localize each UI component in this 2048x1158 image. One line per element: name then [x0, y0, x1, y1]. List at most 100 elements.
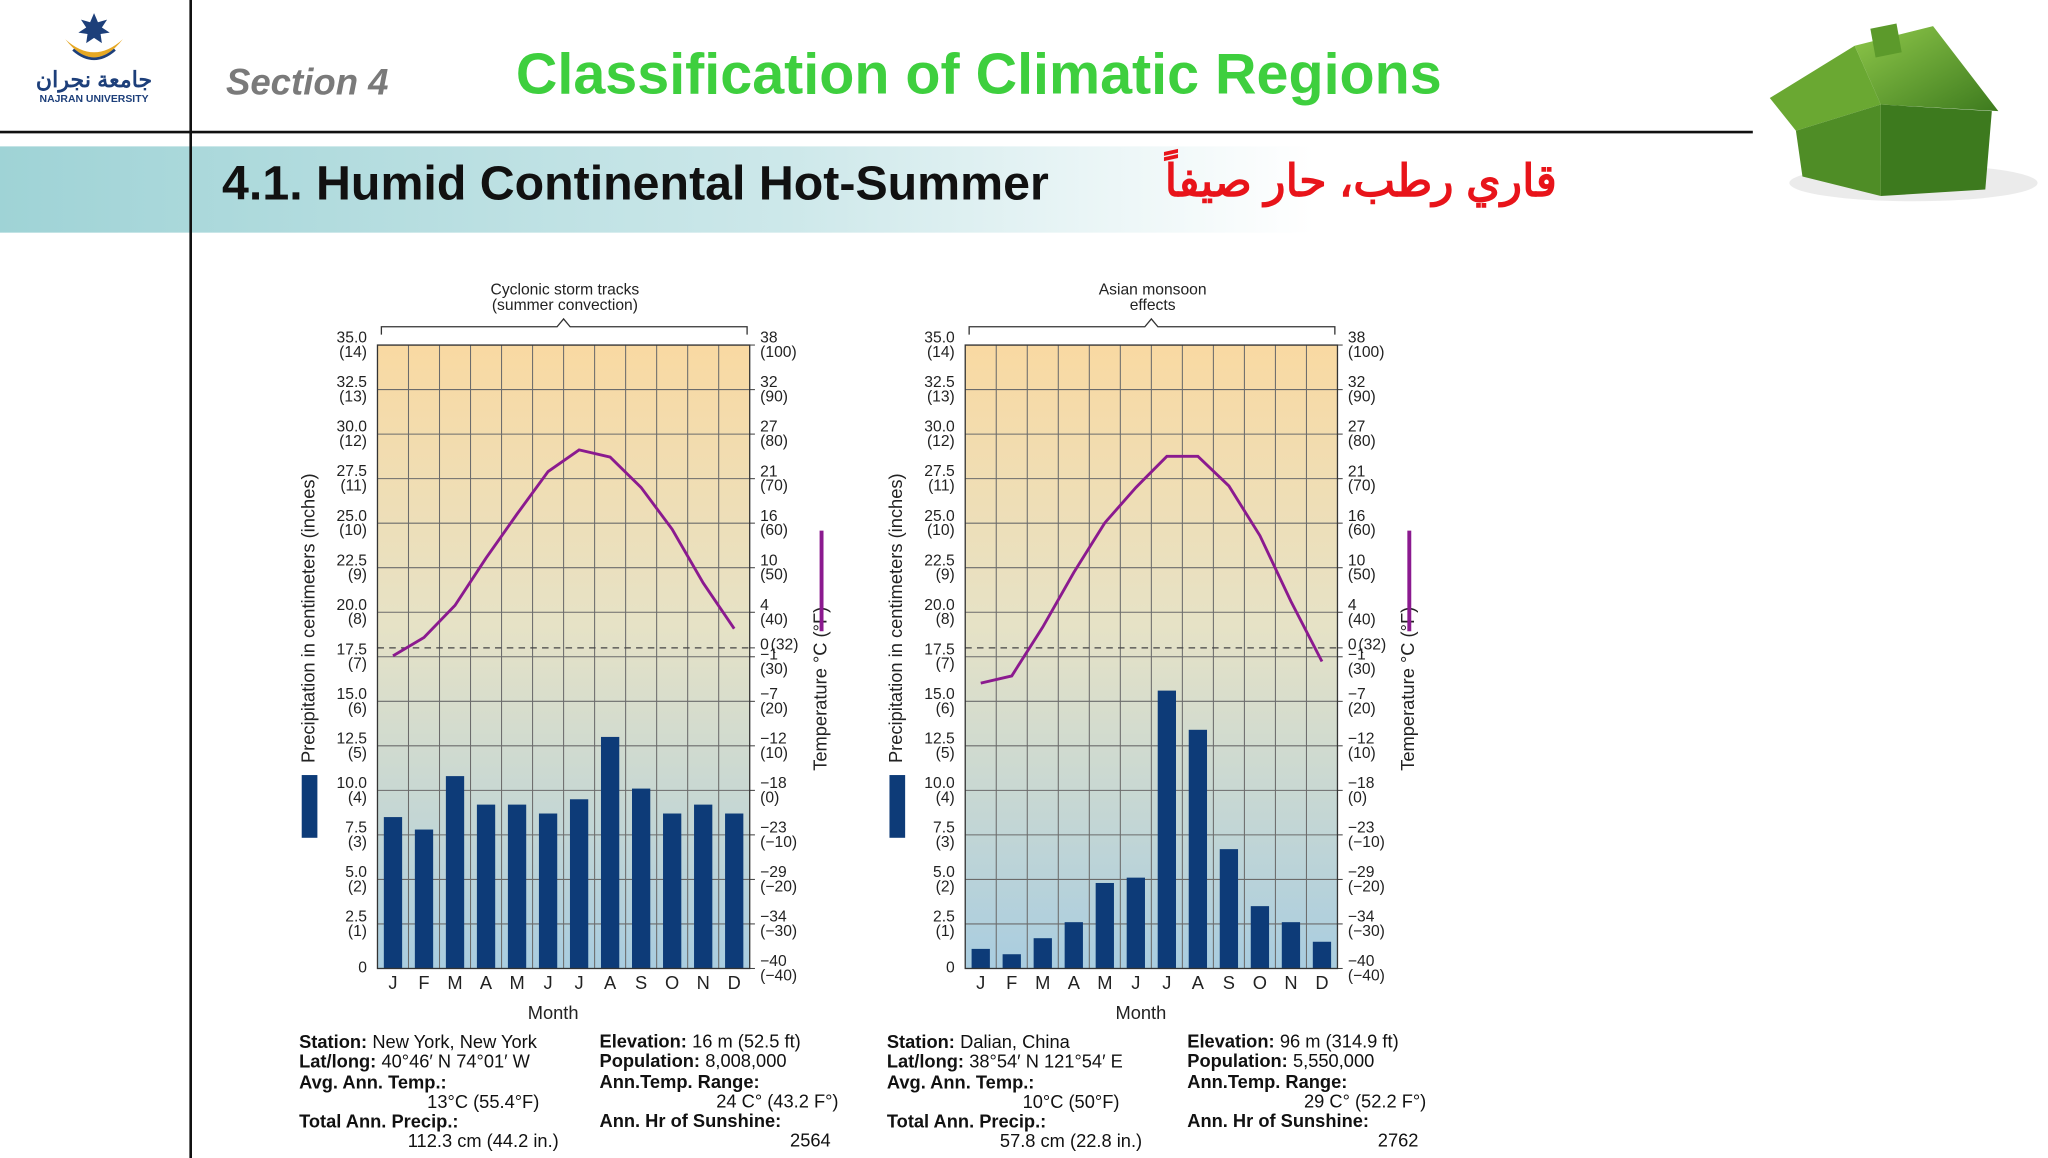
precip-legend-swatch: [889, 775, 906, 838]
y-tick-label: 20.0: [337, 597, 368, 614]
field-label: Elevation:: [1187, 1030, 1274, 1051]
precip-bar: [632, 788, 651, 969]
y-tick-sublabel: (8): [936, 611, 955, 628]
station-field: Total Ann. Precip.:: [887, 1111, 1046, 1132]
y2-tick-sublabel: (80): [1348, 433, 1376, 450]
y2-tick-sublabel: (20): [760, 700, 788, 717]
y2-tick-sublabel: (30): [1348, 661, 1376, 678]
y-tick-sublabel: (6): [348, 700, 367, 717]
x-tick-label: O: [665, 972, 679, 993]
precip-bar: [507, 804, 527, 969]
precip-bar: [663, 813, 682, 969]
y-axis-label: Precipitation in centimeters (inches): [885, 473, 906, 763]
precip-bar: [1126, 877, 1145, 969]
y2-tick-sublabel: (40): [760, 611, 788, 628]
y2-tick-sublabel: (80): [760, 433, 788, 450]
y2-tick-sublabel: (−10): [1348, 834, 1385, 851]
y-tick-sublabel: (6): [936, 700, 955, 717]
x-tick-label: A: [480, 972, 493, 993]
y2-tick-label: 0: [760, 636, 769, 653]
station-field: Ann.Temp. Range:: [600, 1071, 760, 1092]
x-tick-label: J: [976, 972, 985, 993]
field-value: 24 C° (43.2 F°): [716, 1090, 838, 1111]
field-value: 112.3 cm (44.2 in.): [408, 1130, 559, 1151]
y2-tick-sublabel: (−20): [1348, 878, 1385, 895]
y2-tick-sublabel: (−30): [760, 923, 797, 940]
y-tick-label: 35.0: [337, 330, 368, 347]
y2-tick-label: 16: [1348, 508, 1366, 525]
field-label: Station:: [887, 1031, 955, 1052]
y-tick-sublabel: (10): [339, 522, 367, 539]
precip-bar: [1281, 922, 1301, 969]
x-axis-label: Month: [1116, 1002, 1167, 1023]
y2-tick-label: 32: [760, 374, 777, 391]
logo-english: NAJRAN UNIVERSITY: [40, 94, 149, 105]
y-tick-sublabel: (9): [348, 567, 367, 584]
precip-bar: [1157, 690, 1176, 969]
precip-bar: [569, 799, 589, 969]
y-tick-sublabel: (12): [339, 433, 367, 450]
precip-bar: [1002, 954, 1021, 969]
y-tick-label: 7.5: [933, 819, 955, 836]
station-field: Ann.Temp. Range:: [1187, 1071, 1347, 1092]
y2-tick-label: 4: [760, 597, 769, 614]
y-tick-sublabel: (12): [927, 433, 955, 450]
y2-tick-label: −40: [1348, 953, 1375, 970]
station-field: Station: New York, New York: [299, 1031, 538, 1052]
x-tick-label: S: [1223, 972, 1235, 993]
y2-tick-sublabel: (90): [1348, 389, 1376, 406]
y-tick-label: 10.0: [924, 775, 955, 792]
logo-star: [78, 13, 110, 44]
precip-bar: [1033, 938, 1052, 969]
field-label: Ann.Temp. Range:: [1187, 1071, 1347, 1092]
y-tick-sublabel: (3): [348, 834, 367, 851]
y2-tick-sublabel: (60): [1348, 522, 1376, 539]
field-value: 2564: [790, 1129, 831, 1150]
y-tick-sublabel: (11): [928, 478, 955, 495]
y2-tick-label: −34: [1348, 909, 1375, 926]
y2-tick-label: −23: [760, 819, 787, 836]
x-tick-label: O: [1253, 972, 1267, 993]
y-tick-label: 22.5: [337, 552, 368, 569]
y2-tick-sublabel: (70): [760, 478, 788, 495]
field-label: Total Ann. Precip.:: [299, 1111, 458, 1132]
station-field: Avg. Ann. Temp.:: [887, 1071, 1035, 1092]
field-value: 38°54′ N 121°54′ E: [969, 1050, 1123, 1071]
y2-tick-sublabel: (−40): [1348, 967, 1385, 984]
station-field: Elevation: 96 m (314.9 ft): [1187, 1030, 1398, 1051]
slide-subtitle: 4.1. Humid Continental Hot-Summer: [222, 157, 1049, 211]
x-tick-label: M: [1097, 972, 1112, 993]
y2-tick-label: 4: [1348, 597, 1357, 614]
annotation-bracket: [380, 317, 748, 335]
field-label: Avg. Ann. Temp.:: [299, 1071, 447, 1092]
logo: جامعة نجران NAJRAN UNIVERSITY: [36, 13, 152, 105]
precip-bar: [694, 804, 713, 969]
station-field: Avg. Ann. Temp.:: [299, 1071, 447, 1092]
x-tick-label: S: [635, 972, 647, 993]
y-axis-label: Precipitation in centimeters (inches): [297, 473, 318, 763]
precip-bar: [600, 736, 620, 969]
y2-tick-sublabel: (−10): [760, 834, 797, 851]
y2-tick-label: 32: [1348, 374, 1365, 391]
y2-tick-label: −12: [760, 730, 787, 747]
y2-tick-sublabel: (−20): [760, 878, 797, 895]
field-value: New York, New York: [372, 1031, 537, 1052]
y2-tick-sublabel: (−40): [760, 967, 797, 984]
y2-tick-label: −1: [1348, 647, 1366, 664]
y-tick-label: 15.0: [337, 686, 368, 703]
y-tick-sublabel: (2): [936, 878, 955, 895]
y-tick-sublabel: (5): [348, 745, 367, 762]
station-field: Population: 5,550,000: [1187, 1050, 1374, 1071]
y-tick-label: 2.5: [933, 909, 955, 926]
house-chimney: [1870, 23, 1902, 58]
y-tick-label: 32.5: [337, 374, 368, 391]
y-tick-sublabel: (14): [339, 344, 367, 361]
y2-tick-label: −29: [760, 864, 787, 881]
y2-tick-sublabel: (100): [1348, 344, 1385, 361]
y-tick-sublabel: (7): [936, 656, 955, 673]
precip-bar: [383, 817, 403, 969]
logo-mark: [65, 39, 123, 58]
y-tick-sublabel: (5): [936, 745, 955, 762]
y2-tick-label: 21: [760, 463, 777, 480]
